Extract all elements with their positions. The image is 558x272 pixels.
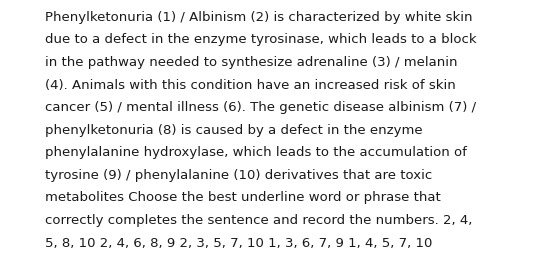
Text: (4). Animals with this condition have an increased risk of skin: (4). Animals with this condition have an… <box>45 79 455 92</box>
Text: phenylalanine hydroxylase, which leads to the accumulation of: phenylalanine hydroxylase, which leads t… <box>45 146 466 159</box>
Text: Phenylketonuria (1) / Albinism (2) is characterized by white skin: Phenylketonuria (1) / Albinism (2) is ch… <box>45 11 472 24</box>
Text: correctly completes the sentence and record the numbers. 2, 4,: correctly completes the sentence and rec… <box>45 214 472 227</box>
Text: phenylketonuria (8) is caused by a defect in the enzyme: phenylketonuria (8) is caused by a defec… <box>45 124 422 137</box>
Text: metabolites Choose the best underline word or phrase that: metabolites Choose the best underline wo… <box>45 191 440 205</box>
Text: 5, 8, 10 2, 4, 6, 8, 9 2, 3, 5, 7, 10 1, 3, 6, 7, 9 1, 4, 5, 7, 10: 5, 8, 10 2, 4, 6, 8, 9 2, 3, 5, 7, 10 1,… <box>45 237 432 250</box>
Text: tyrosine (9) / phenylalanine (10) derivatives that are toxic: tyrosine (9) / phenylalanine (10) deriva… <box>45 169 432 182</box>
Text: due to a defect in the enzyme tyrosinase, which leads to a block: due to a defect in the enzyme tyrosinase… <box>45 33 477 47</box>
Text: in the pathway needed to synthesize adrenaline (3) / melanin: in the pathway needed to synthesize adre… <box>45 56 457 69</box>
Text: cancer (5) / mental illness (6). The genetic disease albinism (7) /: cancer (5) / mental illness (6). The gen… <box>45 101 476 114</box>
